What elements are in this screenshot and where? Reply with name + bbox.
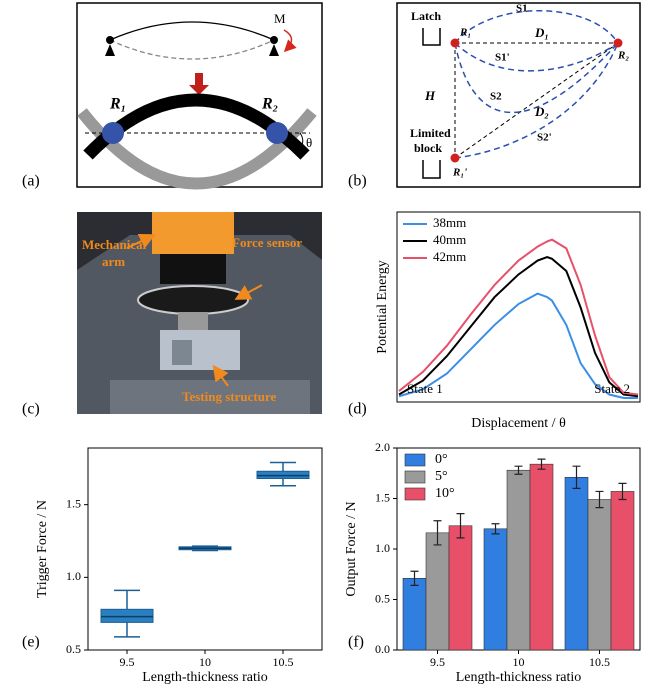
r2-label: R₂ bbox=[261, 96, 278, 113]
sensor-label: Force sensor bbox=[232, 235, 302, 250]
panel-label: (b) bbox=[348, 173, 367, 190]
line-series bbox=[399, 257, 638, 396]
diagram-b: Latch R₁ S1 D₁ R₂ S1' H S2 D₂ S2' Limite… bbox=[397, 3, 640, 187]
d2-label: D₂ bbox=[534, 104, 549, 119]
legend-label: 0° bbox=[435, 452, 448, 467]
bar bbox=[530, 464, 553, 650]
x-tick-label: 10.5 bbox=[589, 655, 610, 669]
bar bbox=[426, 533, 449, 650]
s1-prime-label: S1' bbox=[495, 52, 510, 64]
x-tick-label: 10 bbox=[513, 655, 525, 669]
y-tick-label: 1.5 bbox=[375, 490, 390, 504]
r2-label: R₂ bbox=[617, 50, 629, 62]
legend-swatch bbox=[405, 454, 425, 466]
s2-label: S2 bbox=[490, 91, 502, 103]
panel-label: (f) bbox=[348, 634, 364, 651]
bar bbox=[449, 526, 472, 650]
block-label: block bbox=[414, 141, 442, 155]
bar bbox=[507, 470, 530, 650]
x-tick-label: 9.5 bbox=[430, 655, 445, 669]
moment-label: M bbox=[274, 11, 286, 26]
bar bbox=[403, 578, 426, 650]
x-axis-label: Length-thickness ratio bbox=[142, 670, 268, 685]
y-axis-label: Output Force / N bbox=[344, 501, 359, 596]
y-tick-label: 1.0 bbox=[66, 569, 81, 583]
x-tick-label: 10.5 bbox=[273, 655, 294, 669]
x-tick-label: 9.5 bbox=[120, 655, 135, 669]
arm-label: arm bbox=[102, 254, 125, 269]
h-label: H bbox=[424, 88, 436, 103]
x-axis-label: Length-thickness ratio bbox=[456, 670, 582, 685]
r1-label: R₁ bbox=[459, 27, 471, 39]
diagram-a: M R₁ R₂ θ bbox=[77, 3, 322, 187]
legend-label: 38mm bbox=[433, 215, 466, 230]
legend-swatch bbox=[405, 471, 425, 483]
angle-label: θ bbox=[306, 135, 312, 150]
x-tick-label: 10 bbox=[199, 655, 211, 669]
bar bbox=[565, 477, 588, 650]
panel-label: (a) bbox=[22, 173, 40, 190]
annotation: State 1 bbox=[407, 381, 443, 396]
s2-prime-label: S2' bbox=[537, 132, 552, 144]
annotation: State 2 bbox=[594, 381, 630, 396]
structure-label: Testing structure bbox=[182, 389, 276, 404]
legend-label: 10° bbox=[435, 486, 455, 501]
panel-label: (d) bbox=[348, 401, 367, 418]
y-tick-label: 2.0 bbox=[375, 440, 390, 454]
y-tick-label: 0.5 bbox=[375, 591, 390, 605]
bar bbox=[484, 529, 507, 650]
y-tick-label: 0.5 bbox=[66, 642, 81, 656]
y-tick-label: 1.0 bbox=[375, 541, 390, 555]
d1-label: D₁ bbox=[534, 25, 549, 40]
x-axis-label: Displacement / θ bbox=[471, 416, 566, 431]
legend-label: 40mm bbox=[433, 232, 466, 247]
bar bbox=[611, 491, 634, 650]
panel-label: (e) bbox=[22, 634, 40, 651]
r1-prime-label: R₁' bbox=[452, 167, 467, 179]
y-tick-label: 1.5 bbox=[66, 496, 81, 510]
limited-label: Limited bbox=[410, 126, 451, 140]
legend-swatch bbox=[405, 488, 425, 500]
legend-label: 42mm bbox=[433, 249, 466, 264]
y-axis-label: Potential Energy bbox=[375, 260, 390, 353]
y-axis-label: Trigger Force / N bbox=[35, 500, 50, 598]
latch-label: Latch bbox=[411, 9, 441, 23]
s1-label: S1 bbox=[516, 3, 528, 15]
panel-label: (c) bbox=[22, 401, 40, 418]
figure: (a) (b) (c) (d) (e) (f) M R₁ R₂ θ Latc bbox=[0, 0, 654, 687]
bar bbox=[588, 500, 611, 650]
y-tick-label: 0.0 bbox=[375, 642, 390, 656]
photo-c: Mechanical arm Force sensor Testing stru… bbox=[77, 212, 322, 414]
arm-label: Mechanical bbox=[82, 237, 147, 252]
legend-label: 5° bbox=[435, 469, 448, 484]
r1-label: R₁ bbox=[109, 96, 126, 113]
